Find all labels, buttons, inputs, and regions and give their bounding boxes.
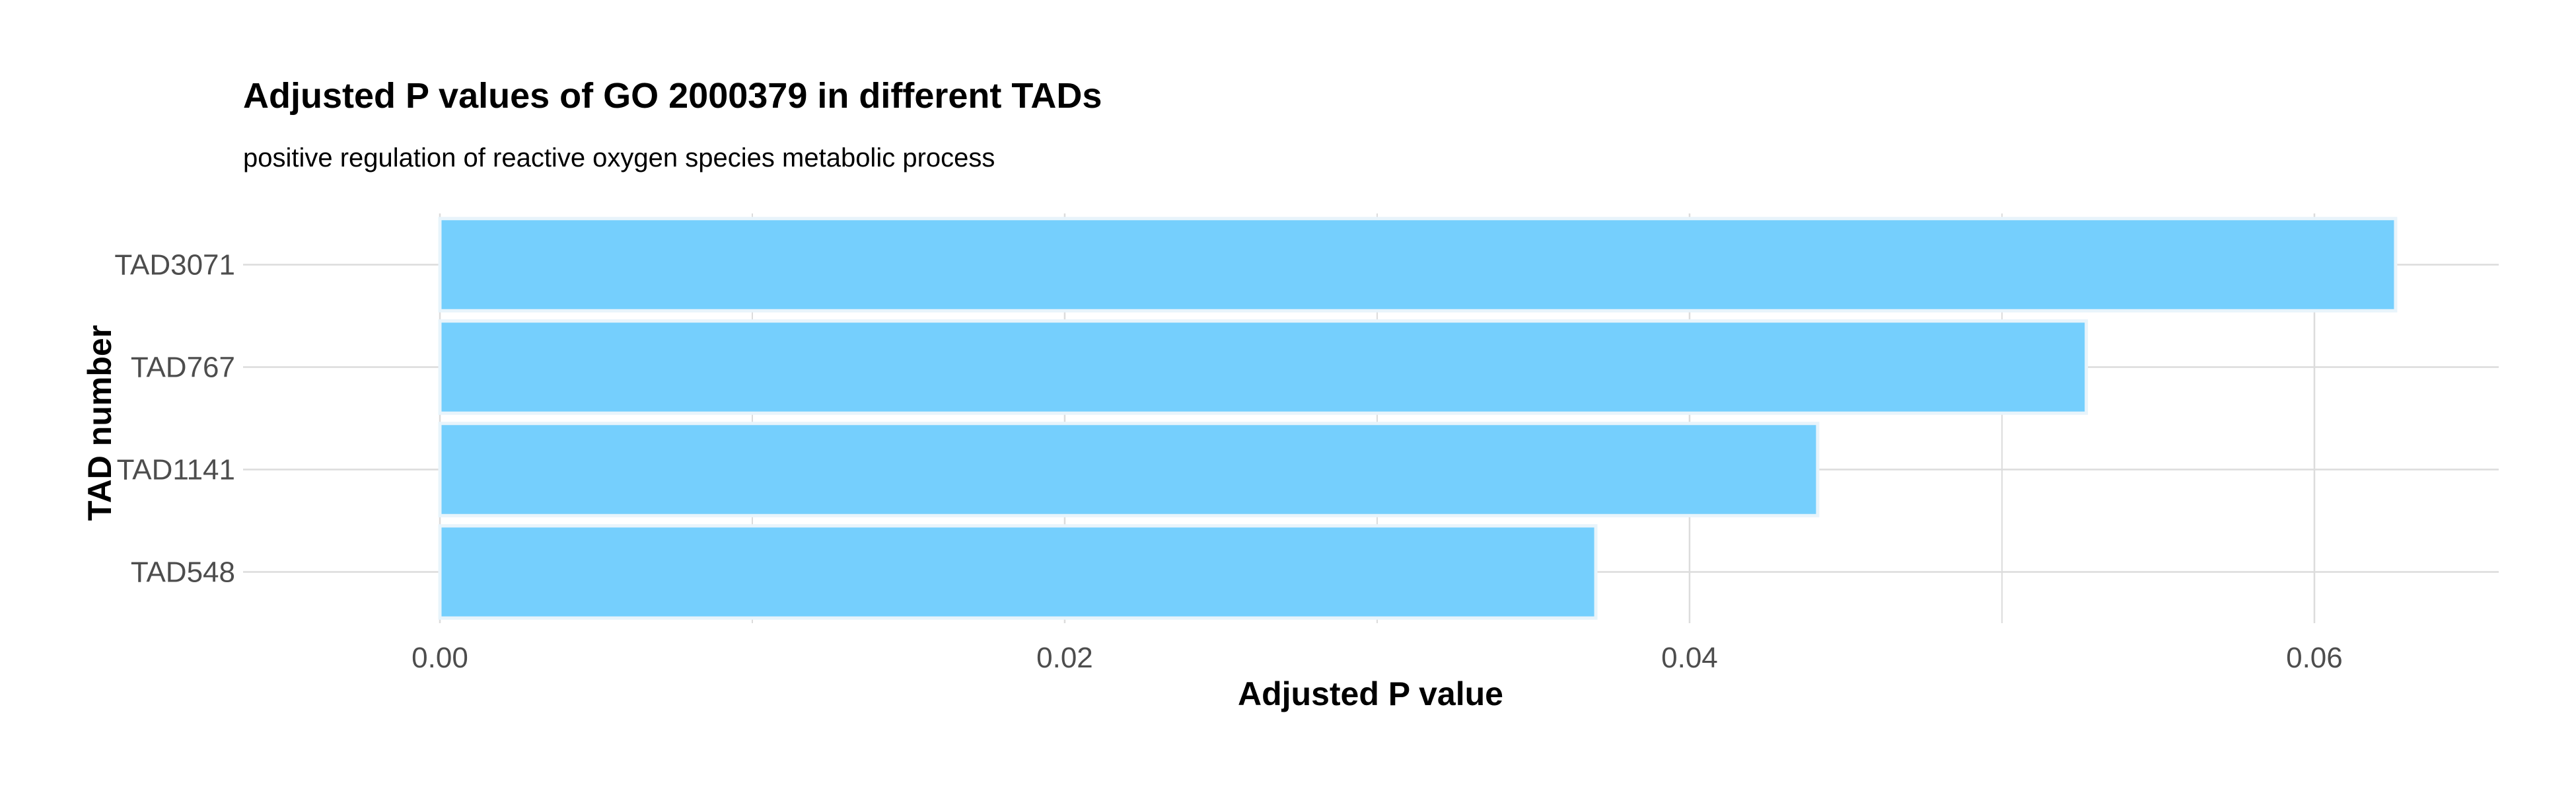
y-tick-label: TAD1141 xyxy=(117,454,235,486)
chart-subtitle: positive regulation of reactive oxygen s… xyxy=(243,143,995,172)
x-tick-label: 0.00 xyxy=(411,642,468,674)
y-tick-label: TAD3071 xyxy=(114,249,235,282)
y-tick-label: TAD767 xyxy=(131,352,235,384)
x-axis-title: Adjusted P value xyxy=(1238,675,1503,712)
chart-title: Adjusted P values of GO 2000379 in diffe… xyxy=(243,76,1102,116)
x-tick-label: 0.04 xyxy=(1661,642,1718,674)
bars xyxy=(438,217,2398,620)
bar-tad1141 xyxy=(438,422,1820,517)
x-tick-label: 0.02 xyxy=(1036,642,1093,674)
x-axis-ticks: 0.00 0.02 0.04 0.06 xyxy=(411,642,2343,674)
bar-tad767 xyxy=(438,319,2089,415)
bar-tad3071 xyxy=(438,217,2398,313)
bar-tad548 xyxy=(438,524,1598,620)
y-tick-label: TAD548 xyxy=(131,556,235,589)
y-axis-title: TAD number xyxy=(81,325,118,521)
y-axis-ticks: TAD3071 TAD767 TAD1141 TAD548 xyxy=(114,249,235,589)
x-tick-label: 0.06 xyxy=(2286,642,2343,674)
